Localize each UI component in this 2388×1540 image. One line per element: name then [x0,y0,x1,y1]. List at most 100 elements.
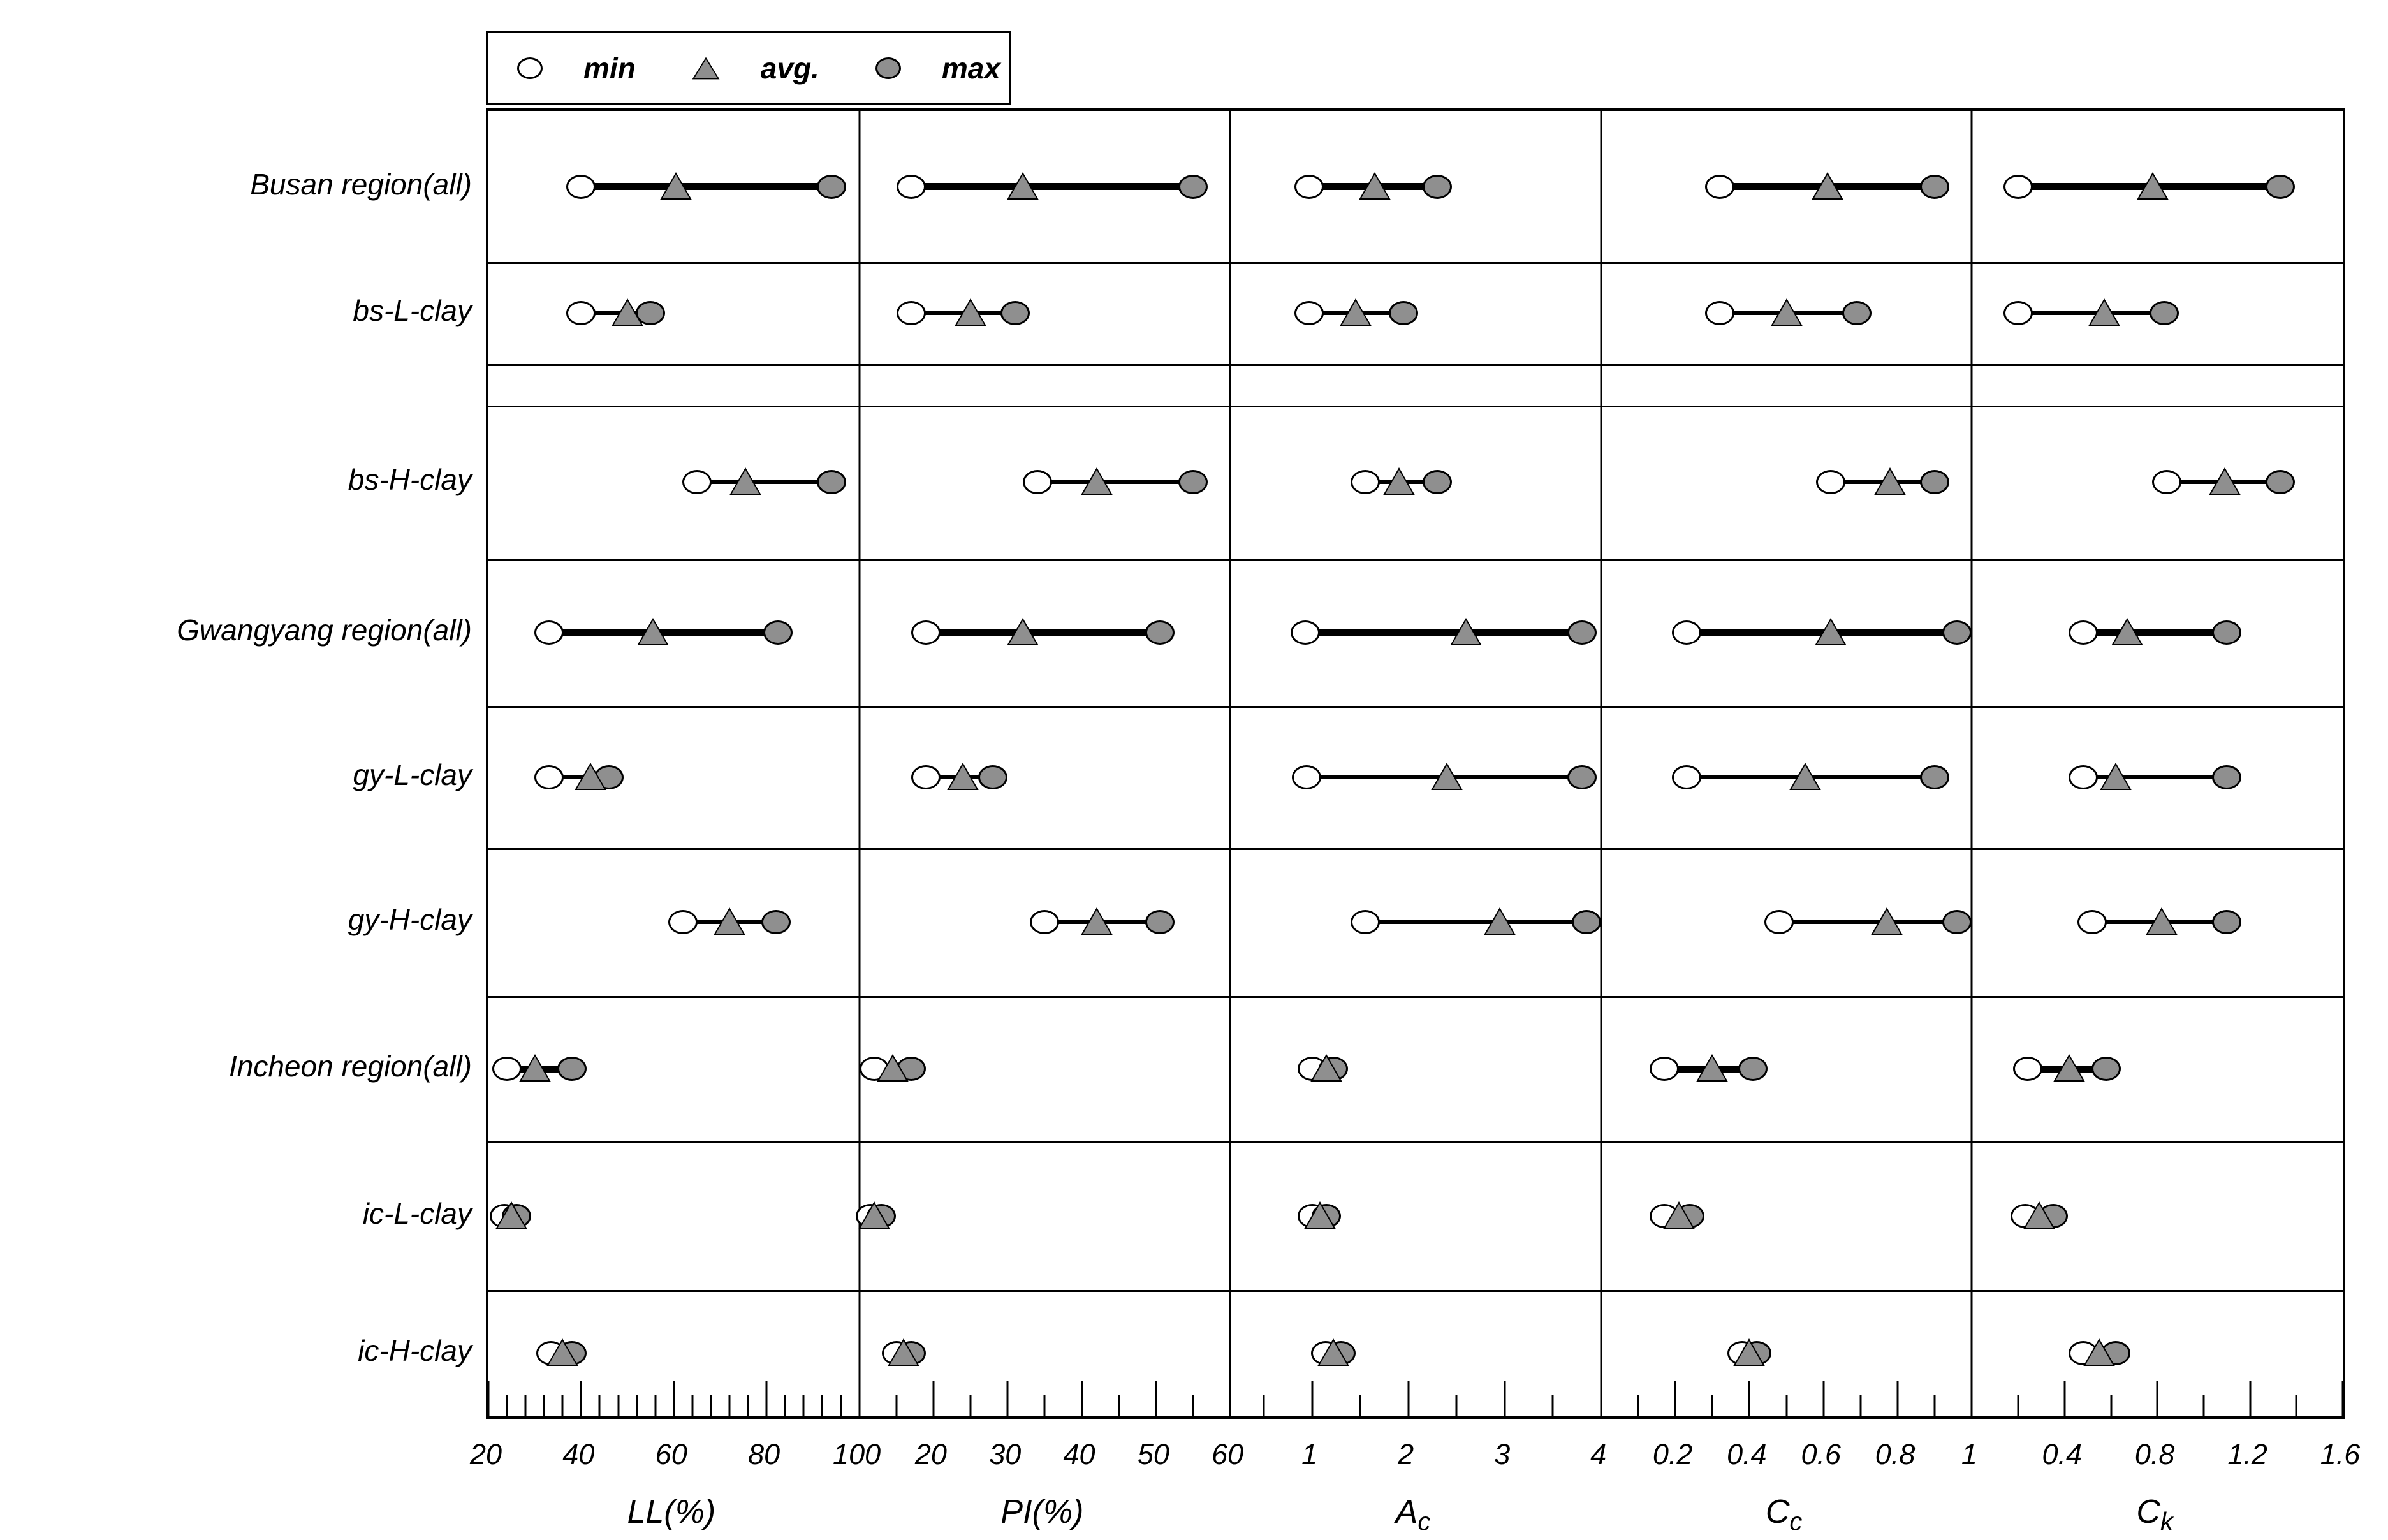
range-line [1778,920,1958,924]
row-label: ic-H-clay [358,1334,472,1367]
legend-item-label: avg. [760,51,819,85]
max-marker [1567,620,1597,645]
min-marker [668,910,698,934]
min-marker [897,301,927,325]
tick-label: 0.8 [1875,1438,1916,1470]
max-marker [2212,910,2242,934]
tick-label: 80 [748,1438,780,1470]
max-marker [2265,470,2295,494]
range-line [1365,920,1587,924]
axis-tick-minor [1043,1395,1046,1416]
axis-tick-major [1504,1381,1506,1416]
axis-tick-minor [1785,1395,1788,1416]
max-marker [557,1057,587,1081]
max-marker [1145,620,1175,645]
avg-marker [947,762,979,791]
spacer-band [488,364,2343,406]
tick-label: 0.8 [2134,1438,2175,1470]
axis-tick-major [1155,1381,1157,1416]
max-marker [1942,910,1972,934]
avg-marker [1770,298,1803,326]
min-marker [2077,910,2107,934]
avg-marker [955,298,986,326]
tick-label: 3 [1494,1438,1511,1470]
avg-marker [1696,1053,1728,1082]
axis-tick-minor [654,1395,657,1416]
axis-tick-major [765,1381,768,1416]
avg-marker [1006,617,1039,646]
axis-tick-minor [840,1395,842,1416]
axis-tick-minor [969,1395,972,1416]
plot-area [486,108,2345,1419]
avg-marker [1874,467,1907,495]
avg-marker [877,1053,909,1082]
max-marker [1920,470,1950,494]
avg-marker [2083,1338,2116,1367]
avg-marker [1733,1338,1766,1367]
min-marker [1671,765,1701,789]
axis-tick-minor [1192,1395,1194,1416]
row-label: gy-L-clay [353,758,472,791]
min-marker [566,301,596,325]
legend-item-max: max [875,54,1000,83]
axis-tick-major [1006,1381,1009,1416]
tick-label: 60 [655,1438,687,1470]
range-line [2083,629,2227,636]
min-marker [1294,301,1324,325]
min-marker [1649,1057,1679,1081]
row-label: Gwangyang region(all) [177,613,472,647]
min-marker [1294,174,1324,199]
avg-marker [1815,617,1847,646]
max-marker [1920,765,1950,789]
axis-tick-minor [802,1395,805,1416]
axis-title-sub: c [1789,1507,1803,1536]
range-line [1305,629,1582,636]
min-marker [492,1057,522,1081]
axis-tick-minor [2017,1395,2019,1416]
axis-tick-minor [710,1395,712,1416]
min-marker [1291,765,1321,789]
avg-marker [2137,172,2169,200]
avg-marker [637,617,669,646]
max-marker [1572,910,1602,934]
max-marker [1178,470,1208,494]
min-marker [1704,301,1734,325]
axis-tick-major [1081,1381,1083,1416]
min-marker [1816,470,1846,494]
axis-tick-minor [1711,1395,1713,1416]
min-marker [911,620,941,645]
range-line [2083,775,2227,779]
row-band [488,1290,2343,1416]
axis-title-sub: c [1417,1507,1431,1536]
min-marker [1030,910,1060,934]
axis-tick-minor [543,1395,545,1416]
min-marker [1291,620,1321,645]
tick-label: 100 [833,1438,881,1470]
legend-item-avg: avg. [692,54,819,83]
axis-tick-minor [636,1395,638,1416]
axis-tick-minor [2110,1395,2112,1416]
min-marker [2068,765,2098,789]
avg-marker [495,1201,528,1229]
row-label: gy-H-clay [348,903,472,936]
axis-tick-minor [598,1395,601,1416]
axis-tick-major [673,1381,675,1416]
avg-marker [1382,467,1415,495]
avg-marker [1006,172,1039,200]
avg-marker [1081,907,1113,935]
max-marker [1738,1057,1768,1081]
avg-marker [612,298,643,326]
tick-label: 4 [1590,1438,1607,1470]
min-marker [534,620,564,645]
axis-tick-minor [1637,1395,1639,1416]
avg-marker [1450,617,1483,646]
range-line [2018,311,2165,315]
axis-tick-minor [1551,1395,1554,1416]
avg-marker [1789,762,1821,791]
tick-label: 1 [1961,1438,1977,1470]
max-marker [763,620,793,645]
row-band [488,848,2343,996]
axis-title-sub: k [2160,1507,2173,1536]
axis-tick-major [2063,1381,2066,1416]
max-marker [761,910,791,934]
